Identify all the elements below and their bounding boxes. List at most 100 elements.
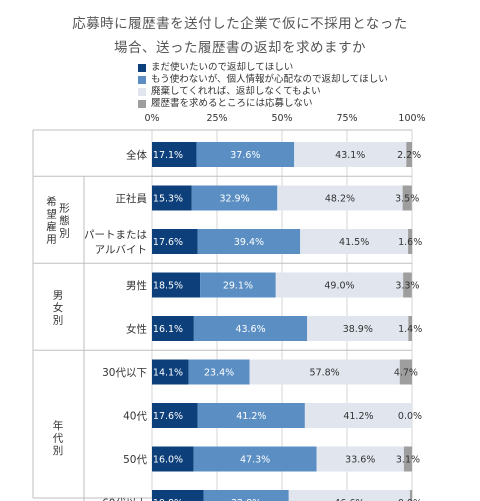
bar-segment	[403, 446, 412, 472]
data-label: 41.5%	[339, 237, 369, 248]
data-label: 37.6%	[230, 150, 260, 161]
category-label: 50代	[123, 454, 147, 466]
bar-segment	[408, 229, 413, 254]
data-label: 43.6%	[235, 324, 265, 335]
group-label: 形態別	[59, 202, 70, 239]
bar-segment	[300, 229, 409, 254]
data-label: 1.6%	[398, 237, 422, 248]
bar-segment	[402, 185, 412, 211]
bar-segment	[408, 316, 412, 341]
data-label: 41.2%	[343, 411, 373, 422]
legend-item: まだ使いたいので返却してほしい	[138, 62, 388, 74]
data-label: 38.9%	[343, 324, 373, 335]
data-label: 41.2%	[236, 411, 266, 422]
data-label: 14.1%	[153, 368, 183, 379]
legend-label: もう使わないが、個人情報が心配なので返却してほしい	[151, 74, 388, 85]
bar-segment	[191, 185, 278, 211]
bar-segment	[188, 359, 250, 385]
bar-segment	[152, 185, 192, 211]
bar-segment	[275, 272, 404, 298]
category-label: 30代以下	[102, 367, 147, 379]
data-label: 23.4%	[204, 368, 234, 379]
bar-segment	[399, 359, 412, 385]
data-label: 43.1%	[335, 150, 365, 161]
legend-item: もう使わないが、個人情報が心配なので返却してほしい	[138, 74, 388, 86]
bar-segment	[152, 272, 201, 298]
group-label: 年代別	[53, 419, 64, 457]
bar-segment	[197, 403, 305, 428]
bar-segment	[152, 229, 198, 254]
legend-item: 廃棄してくれれば、返却しなくてもよい	[138, 86, 388, 98]
legend-label: 履歴書を求めるところには応募しない	[151, 98, 313, 109]
bar-segment	[193, 446, 317, 472]
x-tick-label: 0%	[144, 113, 159, 124]
bar-segment	[403, 272, 412, 298]
data-label: 17.6%	[153, 411, 183, 422]
data-label: 49.0%	[324, 281, 354, 292]
category-label: 60代以上	[102, 498, 147, 501]
chart-title-line-2: 場合、送った履歴書の返却を求めますか	[114, 40, 366, 56]
bar-segment	[152, 403, 198, 428]
data-label: 16.0%	[153, 455, 183, 466]
x-tick-label: 50%	[271, 113, 292, 124]
bar-segment	[152, 359, 189, 385]
bar-segment	[152, 142, 197, 167]
data-label: 4.7%	[394, 368, 418, 379]
legend-label: 廃棄してくれれば、返却しなくてもよい	[151, 86, 321, 97]
data-label: 3.5%	[395, 194, 419, 205]
data-label: 3.1%	[396, 455, 420, 466]
data-label: 32.9%	[219, 194, 249, 205]
bar-segment	[203, 490, 289, 501]
data-label: 16.1%	[153, 324, 183, 335]
category-label: 女性	[126, 323, 147, 336]
data-label: 0.9%	[398, 498, 422, 501]
data-label: 2.2%	[397, 150, 421, 161]
bar-segment	[277, 185, 403, 211]
data-label: 47.3%	[240, 455, 270, 466]
group-label: 男女別	[53, 289, 64, 326]
x-tick-label: 100%	[398, 113, 425, 124]
legend-label: まだ使いたいので返却してほしい	[151, 62, 294, 73]
bar-segment	[307, 316, 409, 341]
bar-segment	[152, 490, 204, 501]
category-label: 全体	[126, 149, 147, 162]
data-label: 15.3%	[153, 194, 183, 205]
data-label: 32.8%	[231, 498, 261, 501]
category-label: 男性	[126, 279, 147, 292]
data-label: 48.2%	[325, 194, 355, 205]
data-label: 29.1%	[223, 281, 253, 292]
data-label: 1.4%	[398, 324, 422, 335]
legend-swatch	[138, 64, 146, 72]
bar-segment	[249, 359, 400, 385]
chart-title-line-1: 応募時に履歴書を送付した企業で仮に不採用となった	[72, 16, 408, 32]
bar-segment	[200, 272, 276, 298]
bar-segment	[409, 490, 413, 501]
data-label: 57.8%	[310, 368, 340, 379]
category-label: 40代	[123, 411, 147, 423]
bar-segment	[197, 229, 301, 254]
data-label: 18.5%	[153, 281, 183, 292]
bar-segment	[288, 490, 410, 501]
bar-segment	[193, 316, 308, 341]
data-label: 39.4%	[234, 237, 264, 248]
data-label: 3.3%	[395, 281, 419, 292]
legend-swatch	[138, 76, 146, 84]
bar-segment	[152, 316, 194, 341]
x-tick-label: 25%	[206, 113, 227, 124]
data-label: 46.6%	[334, 498, 364, 501]
legend-swatch	[138, 88, 146, 96]
bar-segment	[294, 142, 407, 167]
data-label: 33.6%	[345, 455, 375, 466]
data-label: 17.6%	[153, 237, 183, 248]
data-label: 0.0%	[398, 411, 422, 422]
bar-segment	[406, 142, 412, 167]
category-label: 正社員	[116, 192, 148, 205]
bar-segment	[304, 403, 412, 428]
group-label: 希望雇用	[46, 195, 57, 246]
bar-segment	[152, 446, 194, 472]
data-label: 19.8%	[153, 498, 183, 501]
bar-segment	[196, 142, 295, 167]
legend-swatch	[138, 100, 146, 108]
category-label: パートまたはアルバイト	[84, 229, 147, 256]
